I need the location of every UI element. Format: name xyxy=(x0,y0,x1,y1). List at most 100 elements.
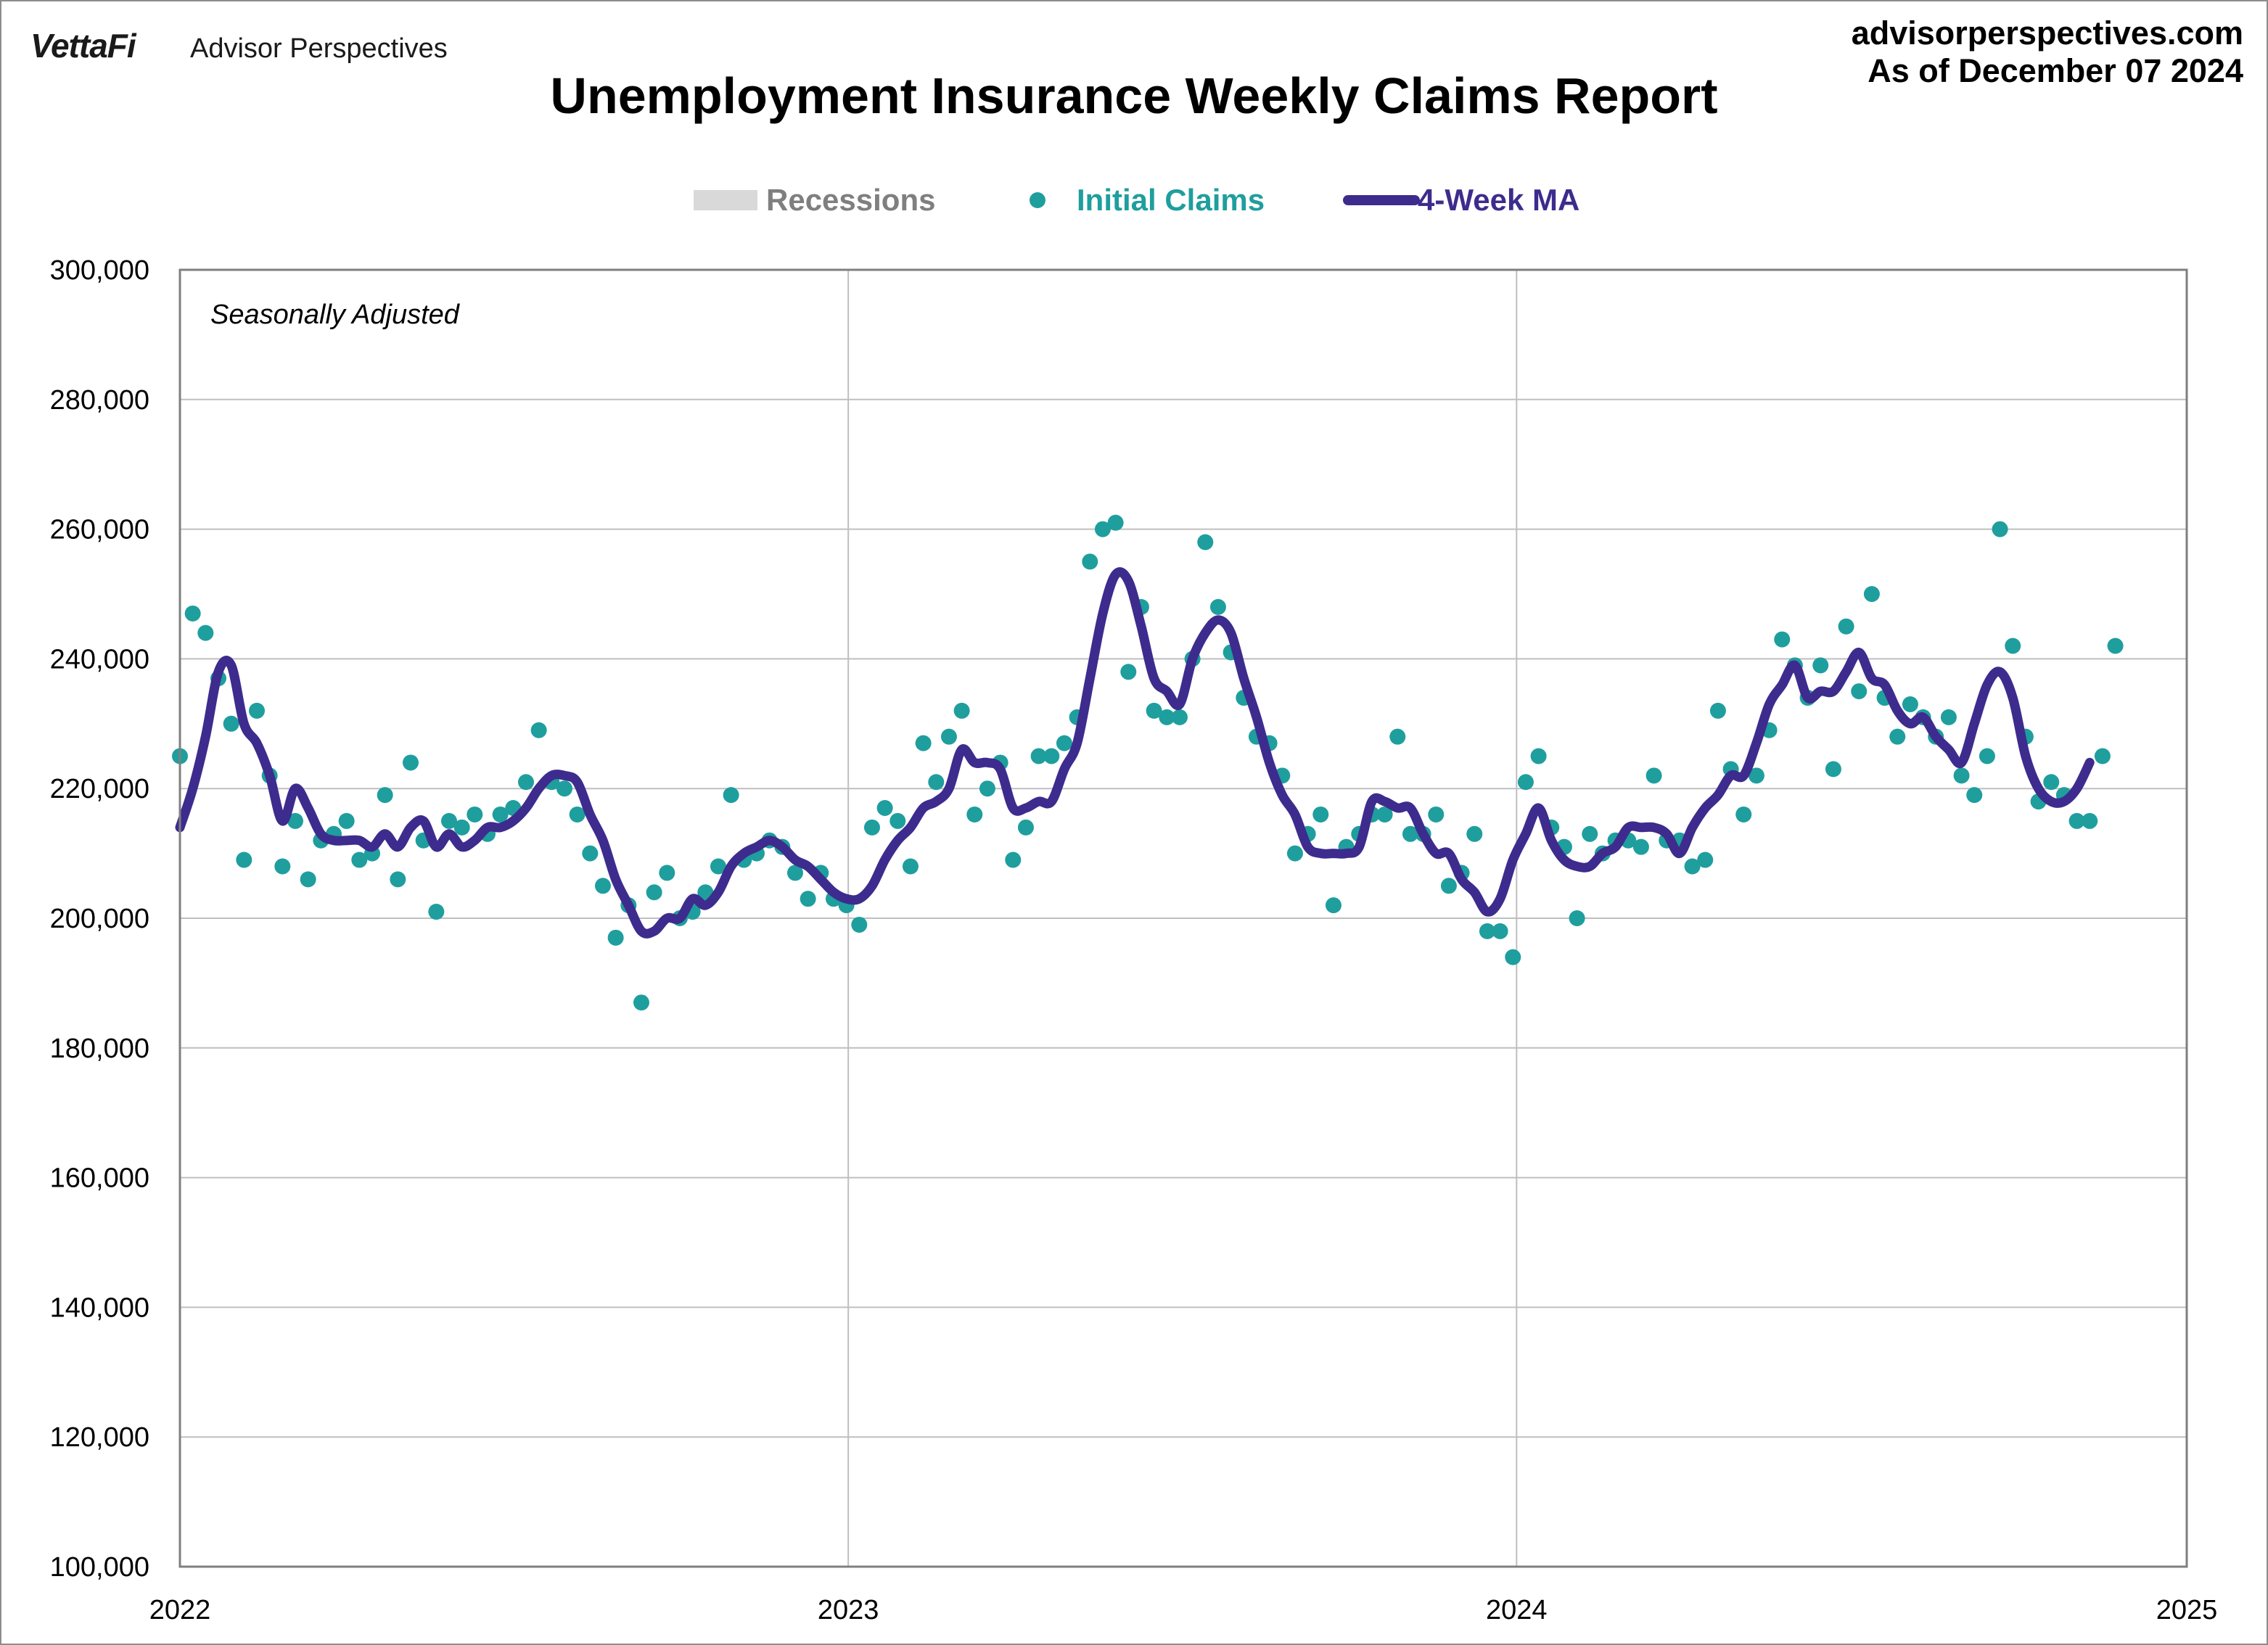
x-tick-label: 2022 xyxy=(149,1595,211,1625)
claims-point xyxy=(1171,709,1188,725)
claims-point xyxy=(569,806,586,822)
claims-point xyxy=(928,774,945,791)
claims-point xyxy=(1632,838,1649,855)
claims-point xyxy=(1043,748,1060,764)
claims-point xyxy=(1325,897,1342,914)
claims-point xyxy=(1082,553,1098,570)
claims-point xyxy=(1966,787,1983,804)
y-tick-label: 240,000 xyxy=(50,644,149,675)
initial-claims-series xyxy=(172,514,2124,1011)
y-tick-label: 160,000 xyxy=(50,1163,149,1194)
claims-point xyxy=(1197,534,1214,551)
claims-point xyxy=(1979,748,1995,764)
claims-point xyxy=(184,605,201,622)
claims-point xyxy=(287,812,303,829)
x-tick-label: 2025 xyxy=(2156,1595,2218,1625)
claims-point xyxy=(607,929,624,946)
claims-point xyxy=(1530,748,1547,764)
y-tick-label: 200,000 xyxy=(50,904,149,934)
claims-point xyxy=(979,780,995,797)
legend-ma-label: 4-Week MA xyxy=(1418,183,1579,217)
claims-point xyxy=(851,916,868,933)
claims-point xyxy=(1440,878,1457,894)
y-tick-label: 120,000 xyxy=(50,1422,149,1453)
claims-point xyxy=(1684,858,1701,875)
claims-point xyxy=(223,715,239,732)
claims-point xyxy=(1825,761,1841,778)
claims-point xyxy=(940,728,957,745)
claims-point xyxy=(1838,618,1854,635)
claims-point xyxy=(1402,825,1418,842)
four-week-ma-line xyxy=(175,567,2095,939)
claims-point xyxy=(582,845,599,862)
claims-point xyxy=(1376,806,1393,822)
claims-point xyxy=(1479,923,1495,939)
claims-point xyxy=(1107,514,1124,531)
y-tick-label: 220,000 xyxy=(50,774,149,804)
legend-claims-marker xyxy=(1030,192,1045,208)
claims-point xyxy=(492,806,509,822)
claims-point xyxy=(1940,709,1957,725)
chart-title: Unemployment Insurance Weekly Claims Rep… xyxy=(550,67,1718,124)
claims-point xyxy=(453,819,470,836)
claims-point xyxy=(786,865,803,881)
claims-point xyxy=(274,858,291,875)
y-tick-label: 100,000 xyxy=(50,1552,149,1583)
claims-point xyxy=(1505,949,1521,965)
y-tick-label: 280,000 xyxy=(50,385,149,416)
claims-point xyxy=(1902,696,1918,712)
claims-point xyxy=(889,812,906,829)
claims-point xyxy=(1094,521,1111,537)
claims-point xyxy=(338,812,355,829)
claims-point xyxy=(594,878,611,894)
brand-subtitle: Advisor Perspectives xyxy=(190,33,448,64)
claims-point xyxy=(1953,767,1970,784)
claims-point xyxy=(1709,702,1726,719)
claims-point xyxy=(1005,852,1022,868)
claims-point xyxy=(659,865,675,881)
claims-point xyxy=(953,702,970,719)
claims-point xyxy=(863,819,880,836)
legend-claims-label: Initial Claims xyxy=(1077,183,1265,217)
y-axis-ticks: 100,000 120,000 140,000 160,000 180,000 200,0… xyxy=(50,255,149,1583)
x-tick-label: 2023 xyxy=(818,1595,879,1625)
claims-point xyxy=(530,722,547,738)
claims-point xyxy=(1389,728,1406,745)
claims-point xyxy=(300,871,316,888)
claims-point xyxy=(440,812,457,829)
plot-area-border xyxy=(178,268,2188,1568)
claims-point xyxy=(517,774,534,791)
claims-point xyxy=(1812,657,1829,674)
x-axis-ticks: 2022 2023 2024 2025 xyxy=(149,1595,2218,1625)
claims-point xyxy=(377,787,393,804)
claims-point xyxy=(467,806,483,822)
claims-point xyxy=(2107,638,2124,654)
claims-point xyxy=(1889,728,1906,745)
claims-point xyxy=(800,891,816,907)
claims-point xyxy=(2068,812,2085,829)
claims-point xyxy=(1645,767,1662,784)
claims-point xyxy=(1774,631,1791,648)
claims-point xyxy=(1159,709,1175,725)
legend-recessions-swatch xyxy=(694,190,757,210)
claims-point xyxy=(556,780,572,797)
legend-recessions-label: Recessions xyxy=(766,183,935,217)
claims-point xyxy=(1286,845,1303,862)
claims-point xyxy=(633,994,649,1011)
legend: Recessions Initial Claims 4-Week MA xyxy=(694,183,1579,217)
y-tick-label: 300,000 xyxy=(50,255,149,286)
claims-point xyxy=(1056,735,1072,751)
y-tick-label: 140,000 xyxy=(50,1292,149,1323)
claims-point xyxy=(1582,825,1598,842)
claims-point xyxy=(966,806,983,822)
claims-point xyxy=(1120,664,1137,680)
claims-point xyxy=(902,858,919,875)
site-url: advisorperspectives.com xyxy=(1851,15,2243,51)
claims-point xyxy=(1312,806,1329,822)
claims-point xyxy=(1030,748,1047,764)
claims-point xyxy=(2043,774,2060,791)
claims-point xyxy=(1569,910,1585,926)
claims-point xyxy=(723,787,739,804)
claims-point xyxy=(1992,521,2008,537)
